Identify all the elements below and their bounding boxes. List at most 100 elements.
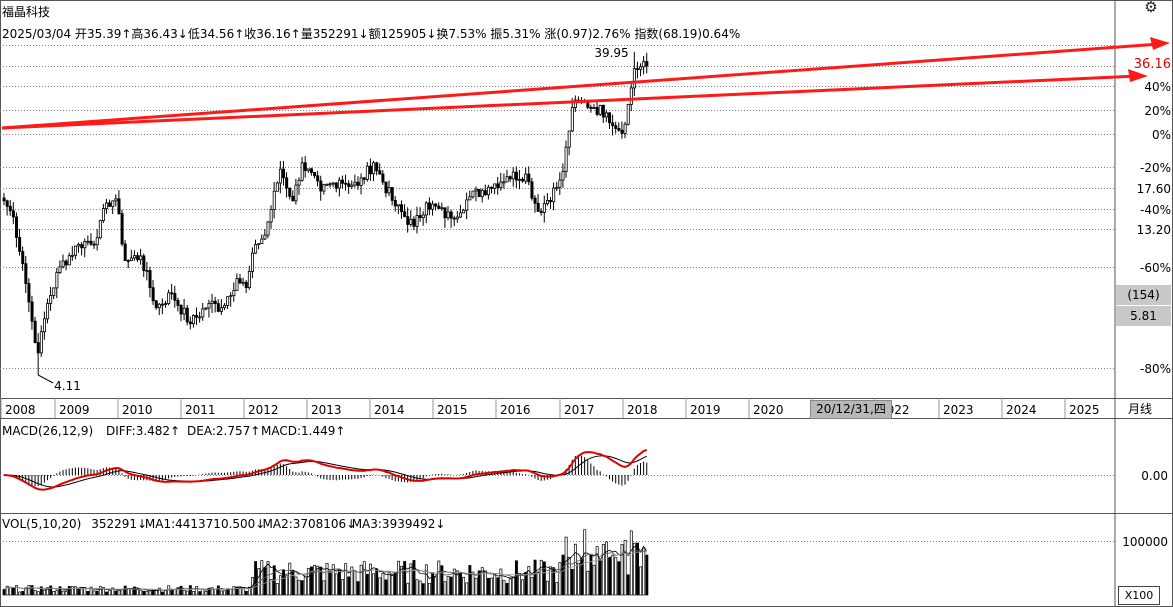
volume-bar xyxy=(36,591,40,596)
volume-bar xyxy=(238,586,242,596)
xaxis-label: 2024 xyxy=(1006,403,1037,417)
volume-bar xyxy=(77,588,81,596)
candle-down xyxy=(536,202,540,212)
candle-up xyxy=(226,296,230,306)
volume-bar xyxy=(161,591,164,596)
candle-up xyxy=(337,179,341,189)
price-axis-tick: 13.20 xyxy=(1137,223,1171,237)
volume-bar xyxy=(157,587,161,596)
candle-down xyxy=(384,181,388,194)
candle-up xyxy=(598,104,602,115)
xaxis-label: 2023 xyxy=(943,403,974,417)
last-price-tag-bg xyxy=(1116,56,1172,72)
volume-bar xyxy=(546,580,549,596)
volume-bar xyxy=(577,562,580,596)
candle-down xyxy=(151,287,155,302)
volume-bar xyxy=(449,576,453,596)
candle-up xyxy=(350,184,354,187)
xaxis-label: 2011 xyxy=(185,403,216,417)
volume-bar xyxy=(378,577,382,596)
candle-up xyxy=(573,99,577,108)
vol-label: VOL(5,10,20) xyxy=(2,517,81,531)
volume-bar xyxy=(564,536,568,596)
volume-bar xyxy=(70,586,74,596)
volume-bar xyxy=(195,586,199,596)
volume-bar xyxy=(555,582,559,596)
candle-down xyxy=(5,200,9,207)
macd-diff-line xyxy=(3,449,648,491)
candle-down xyxy=(188,321,192,325)
volume-bar xyxy=(620,544,624,596)
candle-down xyxy=(452,217,456,220)
volume-bar xyxy=(86,591,90,596)
candle-down xyxy=(434,203,438,207)
volume-bar xyxy=(55,590,59,596)
volume-bar xyxy=(446,575,450,596)
volume-bar xyxy=(185,590,189,596)
candle-up xyxy=(440,207,444,210)
volume-bar xyxy=(15,585,18,596)
volume-bar xyxy=(275,583,279,596)
volume-bar xyxy=(462,576,466,596)
volume-bar xyxy=(210,587,214,596)
vol-label: 352291↓ xyxy=(91,517,147,531)
gear-icon[interactable]: ⚙ xyxy=(1144,0,1158,16)
candle-up xyxy=(629,87,633,105)
candle-down xyxy=(356,181,360,186)
candle-down xyxy=(11,210,15,218)
candle-up xyxy=(235,278,239,291)
candle-down xyxy=(614,125,618,129)
candle-up xyxy=(387,187,391,194)
candle-up xyxy=(294,184,298,202)
quote-amplitude: 振5.31% xyxy=(490,27,541,41)
candle-up xyxy=(328,183,332,186)
macd-label: DEA:2.757↑ xyxy=(187,424,260,438)
volume-bar xyxy=(440,565,444,596)
macd-label: DIFF:3.482↑ xyxy=(106,424,180,438)
volume-bar xyxy=(325,562,329,596)
candle-down xyxy=(213,300,217,305)
volume-bar xyxy=(52,591,56,596)
volume-bar xyxy=(471,571,475,596)
candle-up xyxy=(505,176,509,183)
volume-unit-button[interactable]: X100 xyxy=(1118,586,1160,605)
volume-bar xyxy=(390,573,394,596)
quote-volume: 量352291↓ xyxy=(300,27,369,41)
xaxis-label: 2009 xyxy=(59,403,90,417)
volume-bar xyxy=(642,547,646,596)
candle-down xyxy=(368,165,372,175)
volume-bar xyxy=(375,568,379,596)
vol-axis-tick: 100000 xyxy=(1122,535,1168,549)
volume-bar xyxy=(387,571,391,596)
volume-bar xyxy=(508,578,512,596)
candle-up xyxy=(474,188,478,192)
candle-down xyxy=(15,216,19,238)
quote-info-line: 2025/03/04 开35.39↑高36.43↓低34.56↑收36.16↑量… xyxy=(2,25,740,42)
volume-bar xyxy=(46,587,50,596)
candle-up xyxy=(192,315,196,325)
volume-bar xyxy=(601,543,605,596)
volume-bar xyxy=(102,587,105,596)
volume-bar xyxy=(431,572,435,596)
candle-up xyxy=(462,209,466,214)
volume-bar xyxy=(21,591,25,596)
period-label[interactable]: 月线 xyxy=(1128,402,1153,416)
volume-bar xyxy=(198,591,202,596)
volume-bar xyxy=(316,565,320,596)
volume-bar xyxy=(570,568,574,596)
volume-bar xyxy=(43,589,46,596)
candle-down xyxy=(313,171,317,177)
volume-bar xyxy=(617,561,621,596)
candle-down xyxy=(33,320,37,343)
candle-up xyxy=(160,303,164,306)
volume-bar xyxy=(412,560,416,596)
volume-bar xyxy=(645,554,649,596)
price-axis-tick: 40% xyxy=(1144,80,1171,94)
xaxis-label: 2018 xyxy=(627,403,658,417)
volume-bar xyxy=(2,589,6,596)
candle-up xyxy=(592,107,596,109)
last-price-tag: 36.16 xyxy=(1134,57,1171,72)
volume-bar xyxy=(421,583,425,596)
